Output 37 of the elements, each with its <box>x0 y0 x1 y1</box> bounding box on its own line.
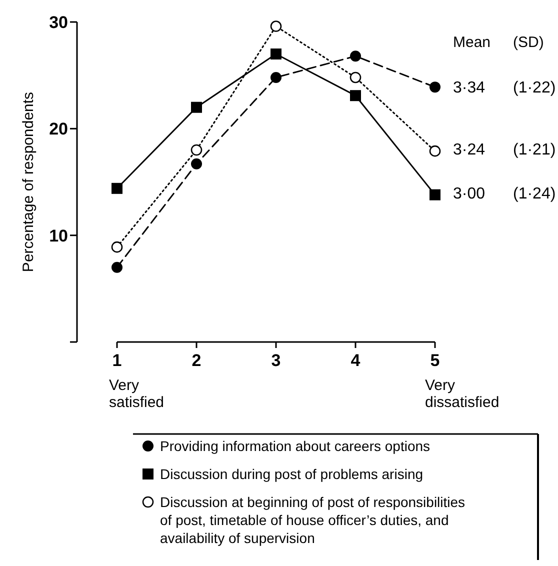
point <box>270 48 282 60</box>
y-tick-label: 10 <box>49 226 68 246</box>
x-tick-label: 5 <box>430 351 440 370</box>
y-axis-title: Percentage of respondents <box>20 92 37 272</box>
point <box>111 241 123 253</box>
x-tick-label: 4 <box>350 351 361 370</box>
legend-label: Discussion at beginning of post of responsibilities of post, timetable of house officer’s duties, and availability of supervision <box>160 494 466 546</box>
text: (1·24) <box>513 186 556 203</box>
point <box>350 72 362 84</box>
point <box>270 72 282 83</box>
y-tick-label: 30 <box>49 12 68 32</box>
text: 3·00 <box>453 186 486 203</box>
point <box>191 158 202 170</box>
x-tick-label: 3 <box>271 351 281 370</box>
text: (SD) <box>513 34 544 51</box>
point <box>112 182 122 194</box>
x-tick-label: 2 <box>192 351 202 370</box>
text: 3·34 <box>453 80 486 97</box>
point <box>430 82 440 93</box>
point <box>270 20 282 32</box>
x-tick-label: 1 <box>112 351 122 370</box>
text: (1·22) <box>513 80 556 97</box>
text: (1·21) <box>513 142 556 159</box>
text: Mean <box>453 34 491 51</box>
legend-label: Discussion during post of problems arising <box>160 466 424 482</box>
point <box>191 102 202 113</box>
point <box>190 144 202 156</box>
point <box>350 50 361 62</box>
legend-label: Providing information about careers options <box>160 438 430 454</box>
point <box>112 262 122 273</box>
point <box>430 189 440 200</box>
text: Very dissatisfied <box>425 377 500 411</box>
point <box>350 90 361 102</box>
text: 3·24 <box>453 142 486 159</box>
point <box>429 145 441 157</box>
text: Very satisfied <box>109 377 164 411</box>
y-tick-label: 20 <box>49 120 68 139</box>
